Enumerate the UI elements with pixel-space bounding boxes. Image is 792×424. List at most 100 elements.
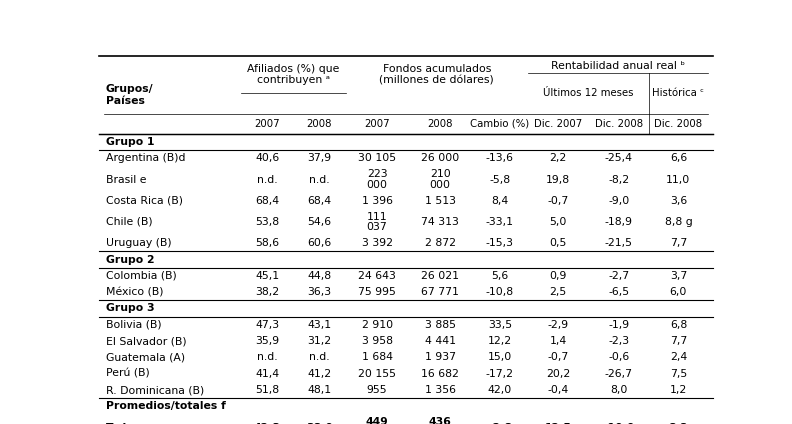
Text: -0,7: -0,7 <box>547 196 569 206</box>
Text: -21,5: -21,5 <box>604 238 633 248</box>
Text: 2,4: 2,4 <box>670 352 687 363</box>
Text: -8,2: -8,2 <box>608 175 629 184</box>
Text: 45,1: 45,1 <box>255 271 280 281</box>
Text: 210: 210 <box>430 169 451 179</box>
Text: 2,5: 2,5 <box>550 287 567 297</box>
Text: 48,1: 48,1 <box>307 385 332 395</box>
Text: 33,5: 33,5 <box>488 320 512 330</box>
Text: 2008: 2008 <box>307 119 332 129</box>
Text: -10,8: -10,8 <box>485 287 514 297</box>
Text: 43,1: 43,1 <box>307 320 332 330</box>
Text: Perú (B): Perú (B) <box>106 369 150 379</box>
Text: 111: 111 <box>367 212 387 222</box>
Text: 1,2: 1,2 <box>670 385 687 395</box>
Text: 2007: 2007 <box>254 119 280 129</box>
Text: -25,4: -25,4 <box>604 153 633 163</box>
Text: -10,0: -10,0 <box>603 423 634 424</box>
Text: 000: 000 <box>367 180 387 190</box>
Text: 8,0: 8,0 <box>610 385 627 395</box>
Text: Costa Rica (B): Costa Rica (B) <box>106 196 183 206</box>
Text: 000: 000 <box>430 180 451 190</box>
Text: Argentina (B)d: Argentina (B)d <box>106 153 185 163</box>
Text: 53,8: 53,8 <box>255 217 280 227</box>
Text: n.d.: n.d. <box>309 352 329 363</box>
Text: -0,4: -0,4 <box>547 385 569 395</box>
Text: 41,2: 41,2 <box>307 369 332 379</box>
Text: Grupos/
Países: Grupos/ Países <box>106 84 154 106</box>
Text: 3 958: 3 958 <box>362 336 393 346</box>
Text: 60,6: 60,6 <box>307 238 332 248</box>
Text: 8,8: 8,8 <box>668 423 688 424</box>
Text: 8,4: 8,4 <box>491 196 508 206</box>
Text: 42,3: 42,3 <box>253 423 281 424</box>
Text: Colombia (B): Colombia (B) <box>106 271 177 281</box>
Text: -1,9: -1,9 <box>608 320 629 330</box>
Text: 19,8: 19,8 <box>546 175 570 184</box>
Text: 54,6: 54,6 <box>307 217 332 227</box>
Text: n.d.: n.d. <box>257 352 277 363</box>
Text: -2,9: -2,9 <box>548 320 569 330</box>
Text: México (B): México (B) <box>106 287 163 297</box>
Text: 449: 449 <box>366 417 388 424</box>
Text: Chile (B): Chile (B) <box>106 217 152 227</box>
Text: -9,0: -9,0 <box>608 196 630 206</box>
Text: 7,7: 7,7 <box>670 238 687 248</box>
Text: 15,0: 15,0 <box>488 352 512 363</box>
Text: 8,8 g: 8,8 g <box>664 217 692 227</box>
Text: Últimos 12 meses: Últimos 12 meses <box>543 88 634 98</box>
Text: 16 682: 16 682 <box>421 369 459 379</box>
Text: 31,2: 31,2 <box>307 336 332 346</box>
Text: 0,5: 0,5 <box>550 238 567 248</box>
Text: 40,6: 40,6 <box>255 153 280 163</box>
Text: Bolivia (B): Bolivia (B) <box>106 320 162 330</box>
Text: 68,4: 68,4 <box>255 196 280 206</box>
Text: 47,3: 47,3 <box>255 320 280 330</box>
Text: Histórica ᶜ: Histórica ᶜ <box>653 88 704 98</box>
Text: 223: 223 <box>367 169 387 179</box>
Text: 36,3: 36,3 <box>307 287 332 297</box>
Text: 41,4: 41,4 <box>255 369 280 379</box>
Text: 436: 436 <box>428 417 451 424</box>
Text: -0,6: -0,6 <box>608 352 630 363</box>
Text: 26 000: 26 000 <box>421 153 459 163</box>
Text: 7,5: 7,5 <box>670 369 687 379</box>
Text: 7,7: 7,7 <box>670 336 687 346</box>
Text: El Salvador (B): El Salvador (B) <box>106 336 186 346</box>
Text: 2,2: 2,2 <box>550 153 567 163</box>
Text: 11,0: 11,0 <box>666 175 691 184</box>
Text: 3 392: 3 392 <box>362 238 393 248</box>
Text: 6,0: 6,0 <box>670 287 687 297</box>
Text: 2007: 2007 <box>364 119 390 129</box>
Text: 20,2: 20,2 <box>546 369 570 379</box>
Text: 37,9: 37,9 <box>307 153 332 163</box>
Text: -17,2: -17,2 <box>486 369 514 379</box>
Text: 1 937: 1 937 <box>425 352 455 363</box>
Text: 38,2: 38,2 <box>255 287 280 297</box>
Text: 12,5: 12,5 <box>545 423 572 424</box>
Text: 3 885: 3 885 <box>425 320 455 330</box>
Text: 037: 037 <box>367 222 387 232</box>
Text: 1 356: 1 356 <box>425 385 455 395</box>
Text: Fondos acumulados
(millones de dólares): Fondos acumulados (millones de dólares) <box>379 64 494 85</box>
Text: n.d.: n.d. <box>309 175 329 184</box>
Text: -13,6: -13,6 <box>486 153 514 163</box>
Text: 75 995: 75 995 <box>358 287 396 297</box>
Text: 58,6: 58,6 <box>255 238 280 248</box>
Text: Promedios/totales f: Promedios/totales f <box>106 402 226 411</box>
Text: -26,7: -26,7 <box>604 369 633 379</box>
Text: -2,8: -2,8 <box>488 423 512 424</box>
Text: 38,0: 38,0 <box>306 423 333 424</box>
Text: -33,1: -33,1 <box>486 217 514 227</box>
Text: Brasil e: Brasil e <box>106 175 147 184</box>
Text: 67 771: 67 771 <box>421 287 459 297</box>
Text: 51,8: 51,8 <box>255 385 280 395</box>
Text: -18,9: -18,9 <box>604 217 633 227</box>
Text: Dic. 2007: Dic. 2007 <box>534 119 582 129</box>
Text: 1 396: 1 396 <box>362 196 393 206</box>
Text: -15,3: -15,3 <box>486 238 514 248</box>
Text: Dic. 2008: Dic. 2008 <box>654 119 703 129</box>
Text: -2,7: -2,7 <box>608 271 629 281</box>
Text: 1 684: 1 684 <box>362 352 393 363</box>
Text: 2 910: 2 910 <box>361 320 393 330</box>
Text: Grupo 1: Grupo 1 <box>106 137 154 147</box>
